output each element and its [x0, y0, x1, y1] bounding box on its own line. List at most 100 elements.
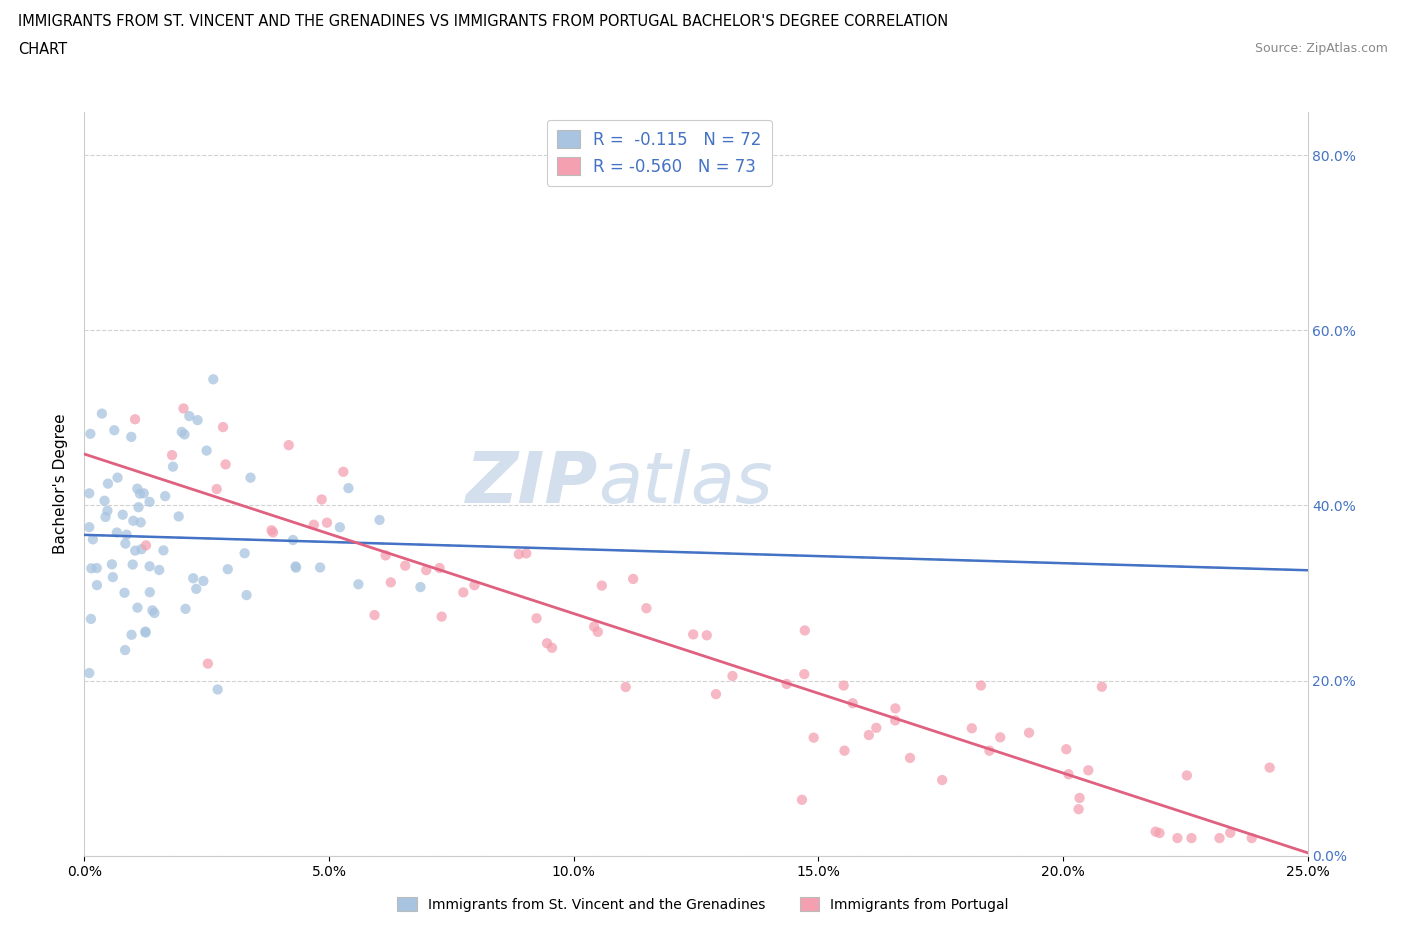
Point: [260, 523, 283, 538]
Point: [235, 588, 257, 603]
Text: Source: ZipAtlas.com: Source: ZipAtlas.com: [1254, 42, 1388, 55]
Point: [97, 476, 120, 491]
Point: [536, 636, 558, 651]
Point: [277, 438, 299, 453]
Point: [790, 792, 813, 807]
Point: [1018, 725, 1040, 740]
Point: [316, 515, 339, 530]
Text: atlas: atlas: [598, 449, 773, 518]
Point: [143, 605, 166, 620]
Point: [124, 543, 146, 558]
Y-axis label: Bachelor's Degree: Bachelor's Degree: [53, 413, 69, 554]
Point: [337, 481, 360, 496]
Point: [1208, 830, 1230, 845]
Point: [93, 493, 115, 508]
Point: [94, 510, 117, 525]
Point: [205, 482, 228, 497]
Point: [170, 424, 193, 439]
Point: [429, 561, 451, 576]
Point: [526, 611, 548, 626]
Point: [86, 578, 108, 592]
Point: [453, 585, 475, 600]
Point: [167, 509, 190, 524]
Point: [111, 507, 134, 522]
Point: [1091, 679, 1114, 694]
Point: [77, 485, 100, 500]
Point: [1067, 802, 1090, 817]
Point: [96, 503, 118, 518]
Point: [80, 612, 103, 627]
Point: [614, 680, 637, 695]
Text: CHART: CHART: [18, 42, 67, 57]
Point: [586, 624, 609, 639]
Point: [636, 601, 658, 616]
Point: [988, 730, 1011, 745]
Point: [77, 666, 100, 681]
Point: [124, 412, 146, 427]
Text: ZIP: ZIP: [465, 449, 598, 518]
Point: [1069, 790, 1091, 805]
Point: [311, 492, 333, 507]
Point: [186, 581, 208, 596]
Point: [979, 743, 1001, 758]
Point: [127, 499, 149, 514]
Point: [1077, 763, 1099, 777]
Point: [704, 686, 727, 701]
Point: [131, 542, 153, 557]
Point: [463, 578, 485, 592]
Point: [1057, 767, 1080, 782]
Point: [347, 577, 370, 591]
Legend: R =  -0.115   N = 72, R = -0.560   N = 73: R = -0.115 N = 72, R = -0.560 N = 73: [547, 120, 772, 186]
Point: [135, 625, 157, 640]
Point: [281, 533, 304, 548]
Point: [721, 669, 744, 684]
Text: IMMIGRANTS FROM ST. VINCENT AND THE GRENADINES VS IMMIGRANTS FROM PORTUGAL BACHE: IMMIGRANTS FROM ST. VINCENT AND THE GREN…: [18, 14, 949, 29]
Point: [931, 773, 953, 788]
Point: [515, 546, 537, 561]
Point: [79, 426, 101, 441]
Point: [181, 571, 204, 586]
Point: [90, 406, 112, 421]
Point: [107, 471, 129, 485]
Point: [884, 701, 907, 716]
Point: [173, 427, 195, 442]
Point: [508, 547, 530, 562]
Point: [129, 515, 152, 530]
Point: [775, 676, 797, 691]
Point: [193, 574, 215, 589]
Point: [173, 401, 195, 416]
Point: [368, 512, 391, 527]
Point: [217, 562, 239, 577]
Point: [793, 623, 815, 638]
Point: [374, 548, 396, 563]
Point: [82, 532, 104, 547]
Point: [103, 423, 125, 438]
Point: [127, 481, 149, 496]
Point: [1240, 830, 1263, 845]
Point: [803, 730, 825, 745]
Point: [1180, 830, 1202, 845]
Point: [898, 751, 921, 765]
Point: [174, 602, 197, 617]
Point: [101, 570, 124, 585]
Point: [195, 443, 218, 458]
Point: [134, 624, 156, 639]
Point: [329, 520, 352, 535]
Point: [960, 721, 983, 736]
Point: [162, 459, 184, 474]
Point: [1219, 825, 1241, 840]
Point: [101, 557, 124, 572]
Point: [1149, 826, 1171, 841]
Point: [80, 561, 103, 576]
Point: [1258, 760, 1281, 775]
Point: [332, 464, 354, 479]
Point: [114, 643, 136, 658]
Point: [122, 513, 145, 528]
Point: [114, 537, 136, 551]
Point: [832, 678, 855, 693]
Point: [970, 678, 993, 693]
Point: [591, 578, 613, 593]
Point: [141, 603, 163, 618]
Point: [86, 561, 108, 576]
Point: [212, 419, 235, 434]
